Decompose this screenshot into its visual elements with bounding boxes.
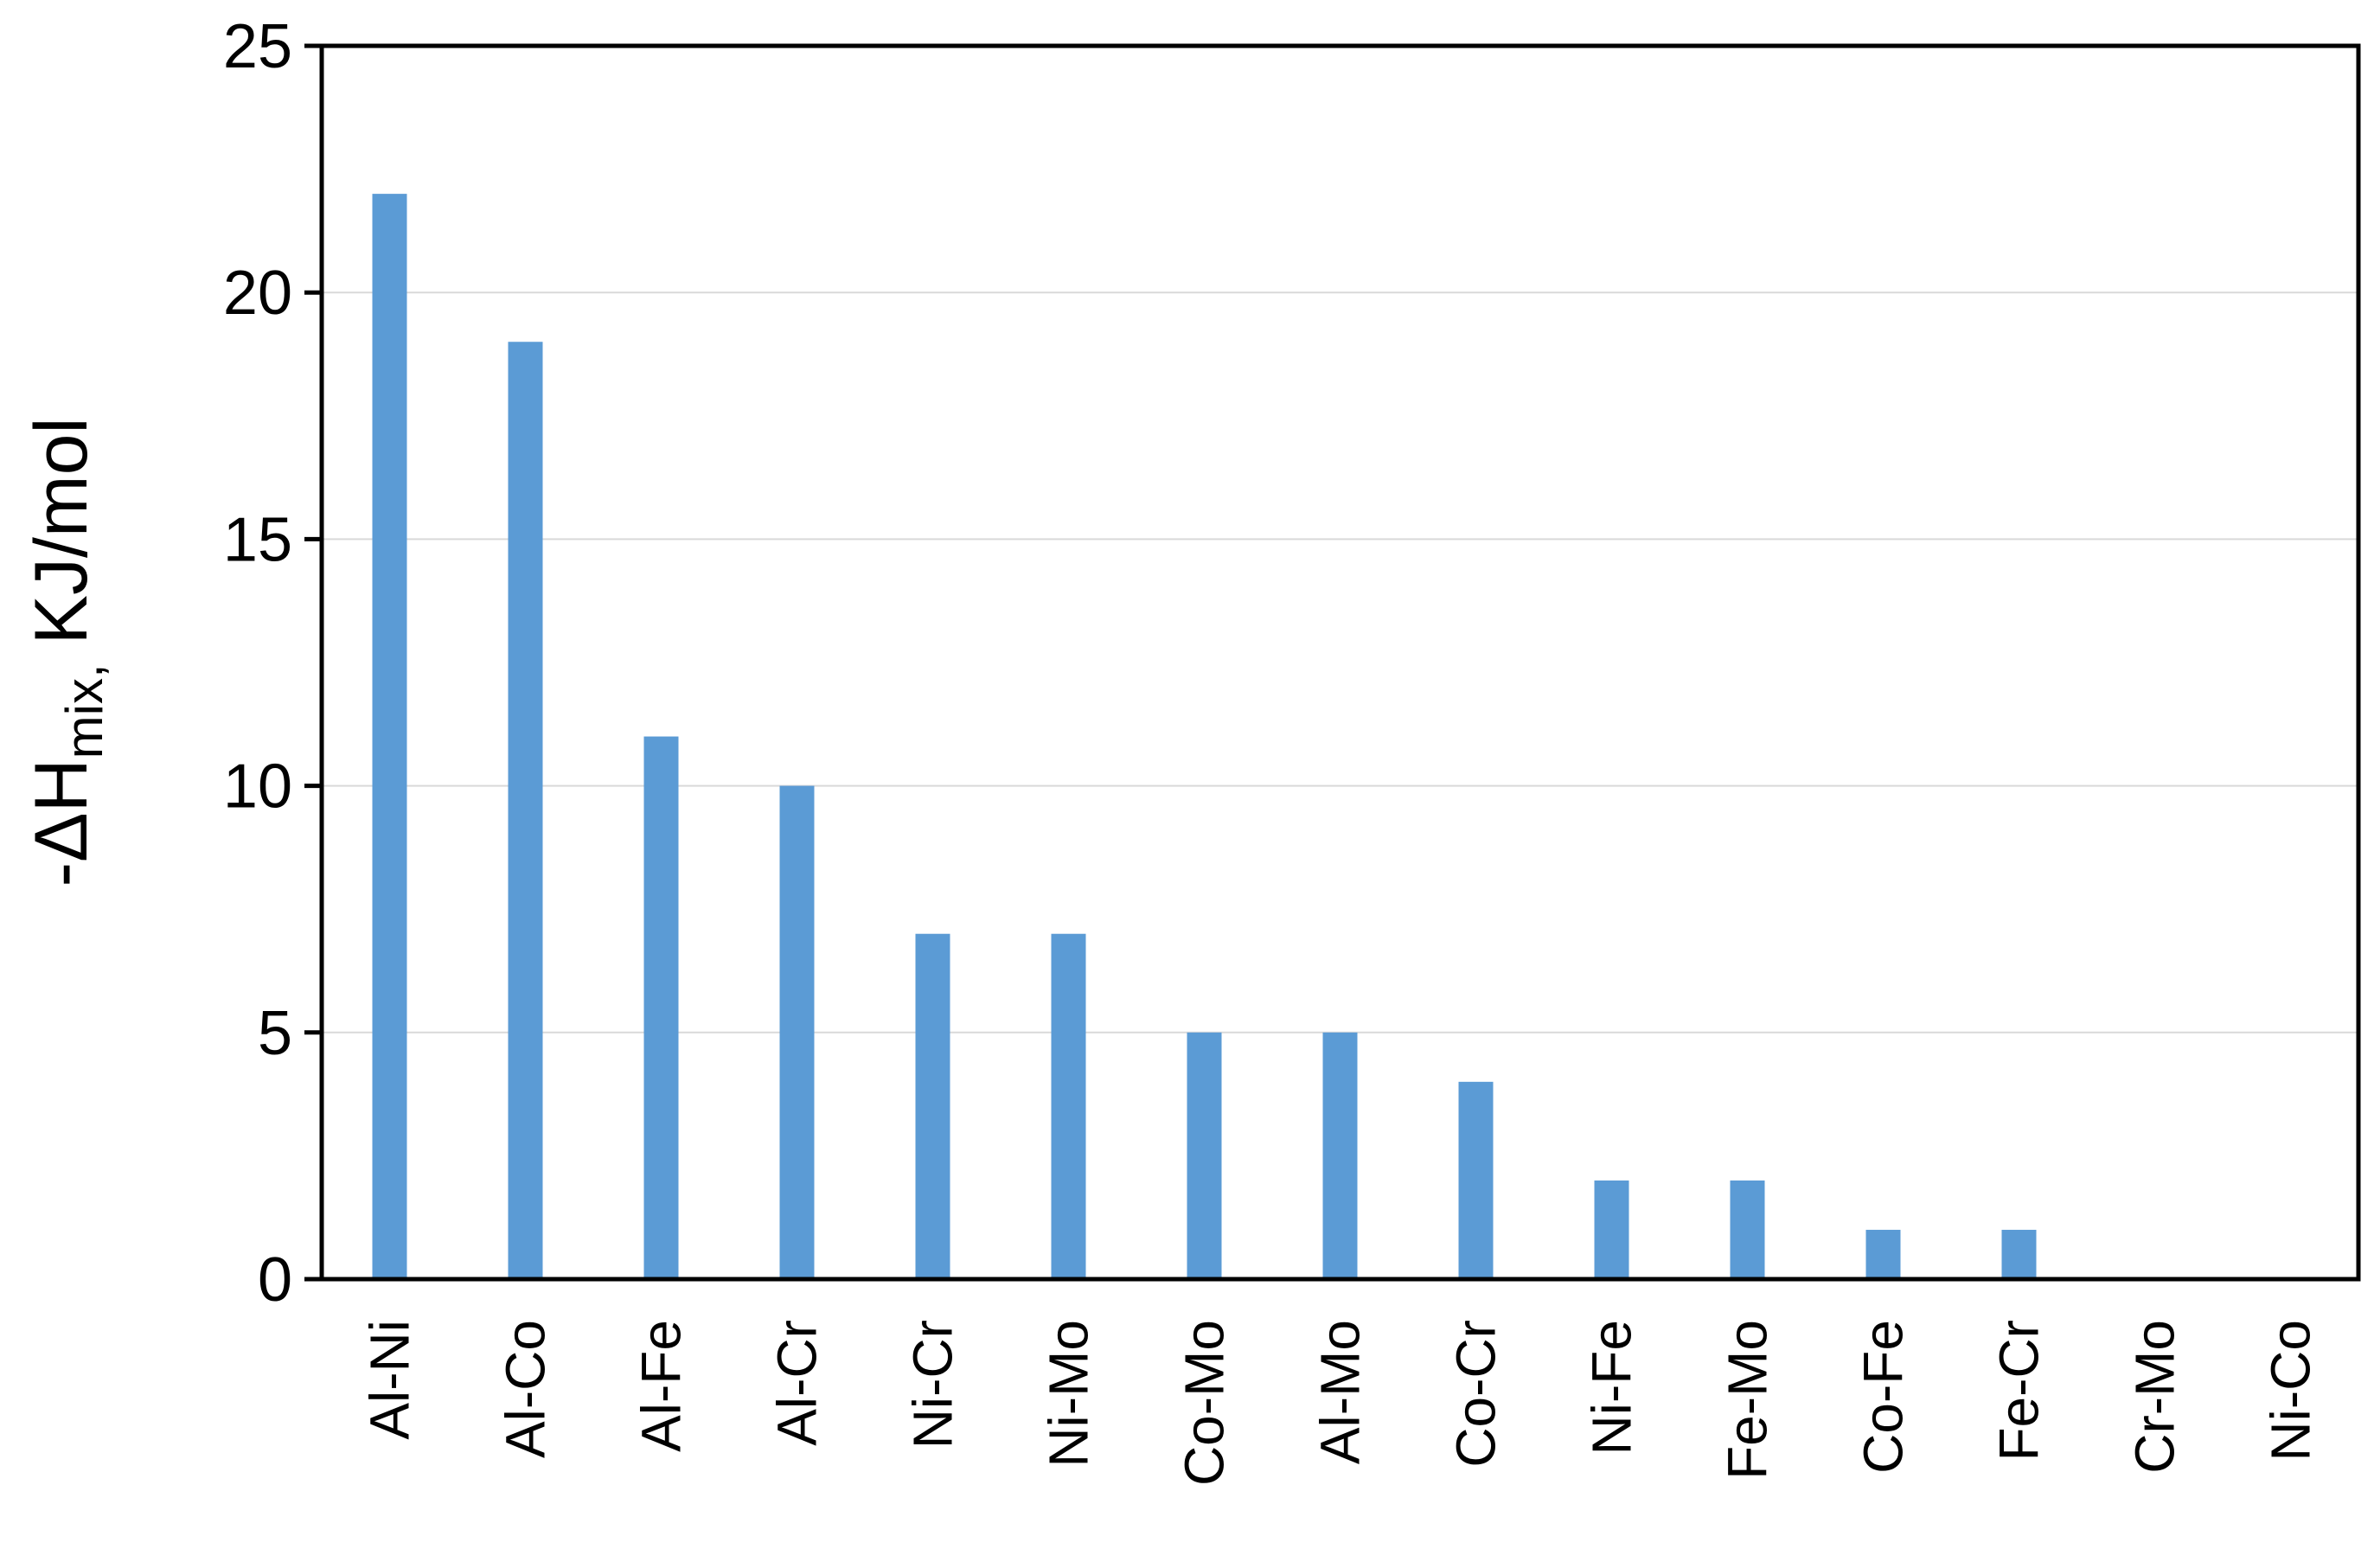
x-tick-label: Ni-Mo (1038, 1320, 1100, 1468)
y-tick-label: 10 (223, 752, 292, 822)
x-tick-label: Al-Fe (630, 1320, 693, 1452)
bar (508, 342, 543, 1279)
y-axis-label-main: -ΔH (20, 758, 103, 886)
x-tick-label: Al-Cr (766, 1320, 829, 1446)
x-tick-label: Co-Fe (1852, 1320, 1915, 1474)
bar (779, 785, 815, 1279)
x-tick-label: Fe-Mo (1717, 1320, 1779, 1480)
y-tick-label: 5 (258, 999, 292, 1068)
x-tick-label: Ni-Cr (902, 1320, 964, 1449)
bar (1458, 1081, 1494, 1279)
bar (1187, 1032, 1222, 1279)
y-tick-label: 15 (223, 505, 292, 574)
bar (1322, 1032, 1358, 1279)
y-axis-label-sub: mix, (55, 663, 113, 758)
bar (1051, 933, 1086, 1279)
x-tick-label: Al-Mo (1309, 1320, 1372, 1464)
x-tick-label: Cr-Mo (2124, 1320, 2186, 1474)
x-tick-label: Fe-Cr (1988, 1320, 2051, 1462)
y-tick-label: 20 (223, 259, 292, 328)
bar (2001, 1229, 2037, 1279)
bar (915, 933, 950, 1279)
x-tick-label: Co-Mo (1174, 1320, 1236, 1486)
x-tick-label: Ni-Fe (1581, 1320, 1643, 1455)
bar (1730, 1180, 1765, 1279)
x-tick-label: Al-Co (495, 1320, 557, 1458)
x-tick-label: Al-Ni (359, 1320, 421, 1440)
bar (1594, 1180, 1629, 1279)
x-tick-label: Ni-Co (2260, 1320, 2322, 1462)
plot-frame (319, 43, 2361, 1282)
bar (1865, 1229, 1901, 1279)
y-axis-label: -ΔHmix, KJ/mol (20, 417, 113, 886)
x-tick-label: Co-Cr (1445, 1320, 1507, 1468)
bar (372, 194, 407, 1279)
y-tick-label: 25 (223, 12, 292, 81)
y-axis-label-unit: KJ/mol (20, 417, 103, 644)
bar (643, 736, 679, 1279)
y-tick-label: 0 (258, 1245, 292, 1315)
